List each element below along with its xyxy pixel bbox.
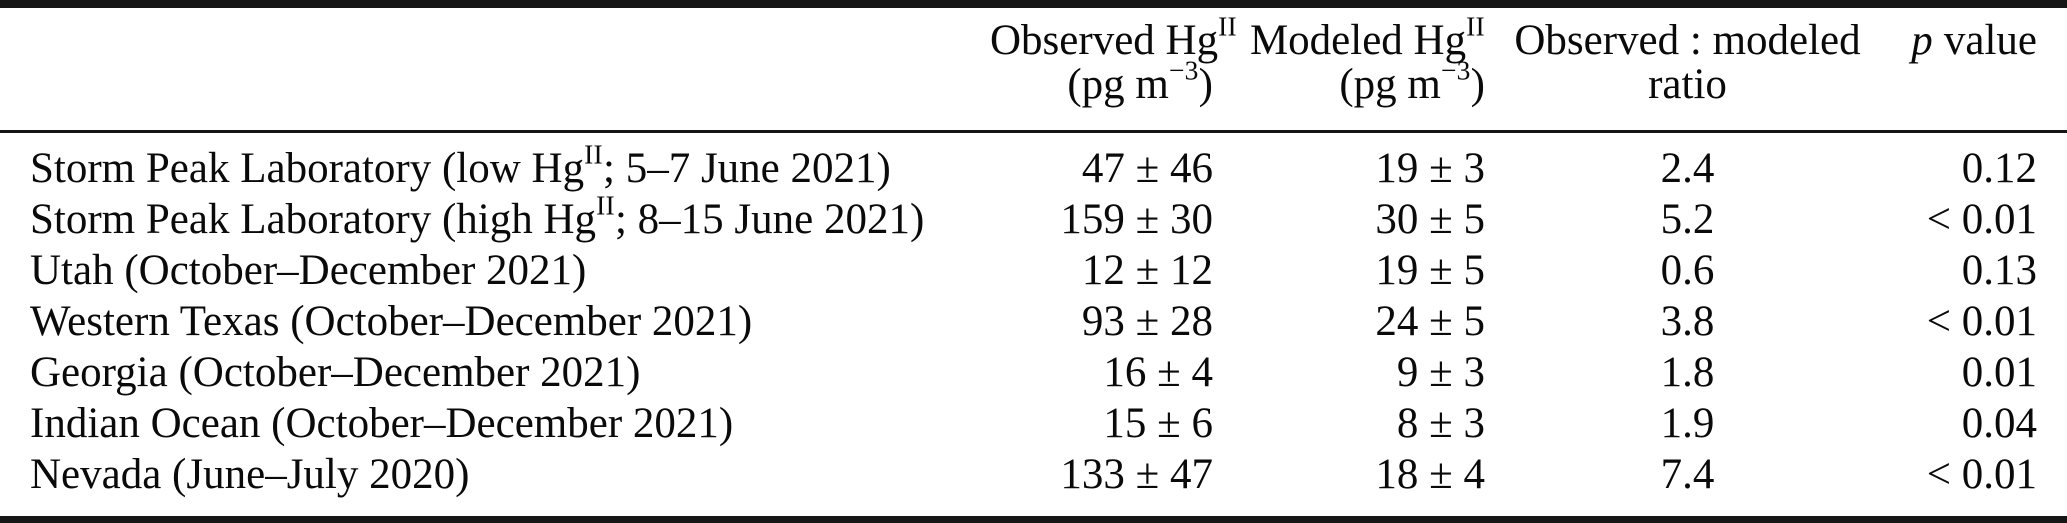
table-row: Storm Peak Laboratory (low HgII; 5–7 Jun… — [0, 132, 2067, 195]
col-header-site — [0, 8, 990, 133]
site-label: Storm Peak Laboratory (high Hg — [30, 196, 597, 243]
col-header-ratio: Observed : modeled ratio — [1485, 8, 1890, 133]
modeled-units-text: (pg m — [1339, 61, 1441, 108]
col-header-observed: Observed HgII (pg m−3) — [990, 8, 1237, 133]
observed-cell: 47 ± 46 — [1081, 145, 1213, 192]
observed-cell: 133 ± 47 — [1060, 451, 1213, 498]
table-header-row: Observed HgII (pg m−3) Modeled HgII (pg m−… — [0, 8, 2067, 133]
site-label: Utah (October–December 2021) — [30, 247, 587, 294]
results-table: Observed HgII (pg m−3) Modeled HgII (pg m−… — [0, 8, 2067, 514]
table-row: Western Texas (October–December 2021) 93… — [0, 296, 2067, 347]
site-label: Indian Ocean (October–December 2021) — [30, 400, 734, 447]
site-label-suffix: ; 8–15 June 2021) — [614, 196, 925, 243]
ratio-header-line1: Observed : modeled — [1514, 17, 1861, 64]
modeled-cell: 30 ± 5 — [1375, 196, 1485, 243]
site-cell: Storm Peak Laboratory (low HgII; 5–7 Jun… — [0, 132, 990, 195]
ratio-cell: 2.4 — [1660, 145, 1715, 192]
ratio-cell: 1.9 — [1660, 400, 1715, 447]
p-symbol: p — [1911, 17, 1933, 64]
site-cell: Georgia (October–December 2021) — [0, 347, 990, 398]
table-row: Nevada (June–July 2020) 133 ± 47 18 ± 4 … — [0, 449, 2067, 514]
site-label: Nevada (June–July 2020) — [30, 451, 470, 498]
ratio-cell: 5.2 — [1660, 196, 1715, 243]
site-label-suffix: ; 5–7 June 2021) — [603, 145, 891, 192]
modeled-cell: 19 ± 3 — [1375, 145, 1485, 192]
p-value-cell: < 0.01 — [1926, 196, 2037, 243]
p-value-label: value — [1943, 17, 2037, 64]
ratio-cell: 7.4 — [1660, 451, 1715, 498]
table-row: Georgia (October–December 2021) 16 ± 4 9… — [0, 347, 2067, 398]
site-cell: Indian Ocean (October–December 2021) — [0, 398, 990, 449]
observed-cell: 12 ± 12 — [1081, 247, 1213, 294]
hg-oxidation-state-superscript: II — [1466, 10, 1485, 42]
col-header-p-value: p value — [1890, 8, 2067, 133]
observed-cell: 93 ± 28 — [1081, 298, 1213, 345]
ratio-cell: 3.8 — [1660, 298, 1715, 345]
site-label: Western Texas (October–December 2021) — [30, 298, 753, 345]
modeled-cell: 24 ± 5 — [1375, 298, 1485, 345]
ratio-cell: 0.6 — [1660, 247, 1715, 294]
hg-oxidation-state-superscript: II — [1218, 10, 1237, 42]
table-row: Storm Peak Laboratory (high HgII; 8–15 J… — [0, 191, 2067, 245]
p-value-cell: < 0.01 — [1926, 298, 2037, 345]
modeled-units-close: ) — [1470, 61, 1485, 108]
p-value-cell: 0.04 — [1961, 400, 2037, 447]
p-value-cell: 0.12 — [1961, 145, 2037, 192]
p-value-cell: 0.01 — [1961, 349, 2037, 396]
site-cell: Nevada (June–July 2020) — [0, 449, 990, 514]
modeled-cell: 18 ± 4 — [1375, 451, 1485, 498]
modeled-header-text: Modeled Hg — [1249, 17, 1467, 64]
ratio-header-line2: ratio — [1648, 61, 1727, 108]
observed-cell: 15 ± 6 — [1103, 400, 1213, 447]
observed-units-text: (pg m — [1067, 61, 1169, 108]
site-cell: Utah (October–December 2021) — [0, 245, 990, 296]
hg-oxidation-state-superscript: II — [584, 138, 603, 170]
site-label: Storm Peak Laboratory (low Hg — [30, 145, 585, 192]
site-cell: Western Texas (October–December 2021) — [0, 296, 990, 347]
p-value-cell: < 0.01 — [1926, 451, 2037, 498]
table-bottom-rule — [0, 516, 2067, 523]
site-cell: Storm Peak Laboratory (high HgII; 8–15 J… — [0, 191, 990, 245]
observed-header-text: Observed Hg — [990, 17, 1219, 64]
p-value-cell: 0.13 — [1961, 247, 2037, 294]
site-label: Georgia (October–December 2021) — [30, 349, 641, 396]
units-exponent-superscript: −3 — [1168, 54, 1199, 86]
modeled-cell: 19 ± 5 — [1375, 247, 1485, 294]
units-exponent-superscript: −3 — [1440, 54, 1471, 86]
col-header-modeled: Modeled HgII (pg m−3) — [1213, 8, 1485, 133]
observed-units-close: ) — [1198, 61, 1213, 108]
table-row: Indian Ocean (October–December 2021) 15 … — [0, 398, 2067, 449]
modeled-cell: 8 ± 3 — [1396, 400, 1485, 447]
modeled-cell: 9 ± 3 — [1396, 349, 1485, 396]
observed-cell: 159 ± 30 — [1060, 196, 1213, 243]
table-row: Utah (October–December 2021) 12 ± 12 19 … — [0, 245, 2067, 296]
observed-cell: 16 ± 4 — [1103, 349, 1213, 396]
ratio-cell: 1.8 — [1660, 349, 1715, 396]
hg-oxidation-state-superscript: II — [596, 189, 615, 221]
